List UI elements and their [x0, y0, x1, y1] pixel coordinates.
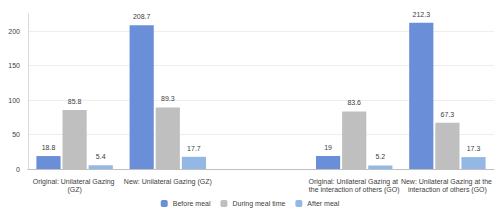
svg-text:100: 100	[8, 97, 20, 104]
svg-text:17.3: 17.3	[467, 145, 481, 152]
svg-text:interaction of others (GO): interaction of others (GO)	[408, 186, 487, 194]
svg-text:19: 19	[324, 144, 332, 151]
svg-text:200: 200	[8, 28, 20, 35]
svg-text:50: 50	[12, 131, 20, 138]
svg-text:212.3: 212.3	[413, 11, 431, 18]
svg-text:Original: Unilateral Gazing at: Original: Unilateral Gazing at	[308, 178, 399, 186]
svg-text:83.6: 83.6	[347, 99, 361, 106]
svg-text:17.7: 17.7	[187, 145, 201, 152]
svg-text:5.4: 5.4	[96, 153, 106, 160]
svg-text:Original: Unilateral Gazing: Original: Unilateral Gazing	[33, 178, 117, 186]
svg-text:After meal: After meal	[307, 200, 339, 207]
svg-text:During meal time: During meal time	[232, 200, 285, 208]
svg-text:the interaction of others (GO): the interaction of others (GO)	[309, 186, 400, 194]
svg-text:Before meal: Before meal	[173, 200, 211, 207]
svg-text:67.3: 67.3	[441, 111, 455, 118]
svg-text:New: Unilateral Gazing at the: New: Unilateral Gazing at the	[401, 178, 494, 186]
svg-text:18.8: 18.8	[42, 144, 56, 151]
svg-text:150: 150	[8, 62, 20, 69]
svg-text:(GZ): (GZ)	[67, 186, 81, 194]
svg-text:New: Unilateral Gazing (GZ): New: Unilateral Gazing (GZ)	[124, 178, 212, 186]
svg-text:5.2: 5.2	[375, 153, 385, 160]
svg-text:89.3: 89.3	[161, 95, 175, 102]
svg-text:85.8: 85.8	[68, 98, 82, 105]
svg-text:208.7: 208.7	[133, 13, 151, 20]
svg-text:0: 0	[16, 166, 20, 173]
